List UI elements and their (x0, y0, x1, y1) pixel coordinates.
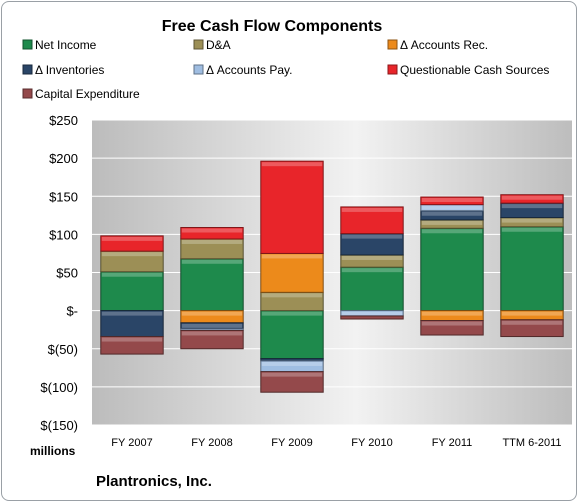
bar-bevel (501, 311, 563, 316)
bar-bevel (501, 195, 563, 200)
bars (100, 160, 564, 393)
bar-bevel (421, 211, 483, 216)
bar-bevel (501, 320, 563, 325)
x-tick-label: FY 2007 (111, 437, 152, 449)
y-tick-label: $(150) (40, 418, 78, 433)
y-tick-label: $(50) (48, 342, 78, 357)
y-tick-label: $250 (49, 113, 78, 128)
bar-bevel (341, 255, 403, 260)
bar-bevel (181, 331, 243, 336)
bar-bevel (501, 204, 563, 209)
bar-bevel (261, 293, 323, 298)
y-axis-ticks: $250 $200 $150 $100 $50 $- $(50) $(100) $(150) (40, 113, 78, 433)
legend-swatch (193, 39, 204, 50)
chart-title: Free Cash Flow Components (162, 18, 383, 35)
legend-swatch (22, 64, 33, 75)
y-tick-label: $100 (49, 227, 78, 242)
bar-bevel (341, 234, 403, 239)
bar-segment (500, 226, 564, 312)
bar-segment (180, 227, 244, 240)
bar-bevel (181, 323, 243, 328)
bar-bevel (341, 207, 403, 212)
bar-bevel (421, 229, 483, 234)
bar-bevel (501, 227, 563, 232)
bar-bevel (421, 205, 483, 210)
legend-label: Δ Accounts Rec. (400, 38, 488, 52)
legend-swatch (387, 64, 398, 75)
legend-swatch (193, 64, 204, 75)
x-tick-label: FY 2008 (191, 437, 232, 449)
bar-bevel (261, 311, 323, 316)
bar-bevel (181, 259, 243, 264)
x-tick-label: FY 2011 (432, 437, 473, 449)
bar-bevel (101, 252, 163, 257)
bar-bevel (421, 321, 483, 326)
y-tick-label: $- (66, 304, 78, 319)
gridlines (92, 119, 572, 426)
bar-segment (420, 227, 484, 312)
bar-bevel (501, 218, 563, 223)
bar-bevel (421, 198, 483, 203)
legend-label: D&A (206, 38, 231, 52)
bar-segment (340, 315, 404, 320)
x-tick-label: FY 2010 (351, 437, 392, 449)
company-name: Plantronics, Inc. (96, 473, 212, 490)
bar-segment (340, 266, 404, 312)
y-tick-label: $200 (49, 151, 78, 166)
legend-label: Net Income (35, 38, 97, 52)
bar-segment (260, 310, 324, 360)
unit-label: millions (30, 444, 76, 458)
legend-label: Δ Accounts Pay. (206, 63, 293, 77)
legend-swatch (22, 39, 33, 50)
bar-bevel (101, 236, 163, 241)
legend-label: Questionable Cash Sources (400, 63, 549, 77)
bar-segment (260, 160, 324, 254)
bar-bevel (261, 254, 323, 259)
bar-bevel (261, 361, 323, 366)
legend-swatch (22, 88, 33, 99)
legend-label: Capital Expenditure (35, 87, 140, 101)
bar-bevel (421, 220, 483, 225)
bar-segment (260, 371, 324, 393)
bar-bevel (181, 228, 243, 233)
y-tick-label: $150 (49, 189, 78, 204)
x-axis-ticks: FY 2007 FY 2008 FY 2009 FY 2010 FY 2011 TTM 6… (111, 437, 561, 449)
bar-bevel (261, 372, 323, 377)
bar-segment (260, 252, 324, 293)
legend: Net Income D&A Δ Accounts Rec. Δ Inventorie… (22, 38, 549, 101)
bar-segment (100, 271, 164, 312)
bar-bevel (101, 311, 163, 316)
legend-label: Δ Inventories (35, 63, 104, 77)
y-tick-label: $(100) (40, 380, 78, 395)
bar-bevel (181, 239, 243, 244)
bar-bevel (101, 337, 163, 342)
y-tick-label: $50 (56, 266, 78, 281)
x-tick-label: FY 2009 (271, 437, 312, 449)
bar-bevel (261, 162, 323, 167)
bar-bevel (101, 272, 163, 277)
bar-bevel (181, 311, 243, 316)
bar-bevel (421, 311, 483, 316)
bar-segment (180, 258, 244, 312)
legend-swatch (387, 39, 398, 50)
x-tick-label: TTM 6-2011 (502, 437, 561, 449)
bar-bevel (341, 311, 403, 315)
bar-bevel (341, 268, 403, 273)
